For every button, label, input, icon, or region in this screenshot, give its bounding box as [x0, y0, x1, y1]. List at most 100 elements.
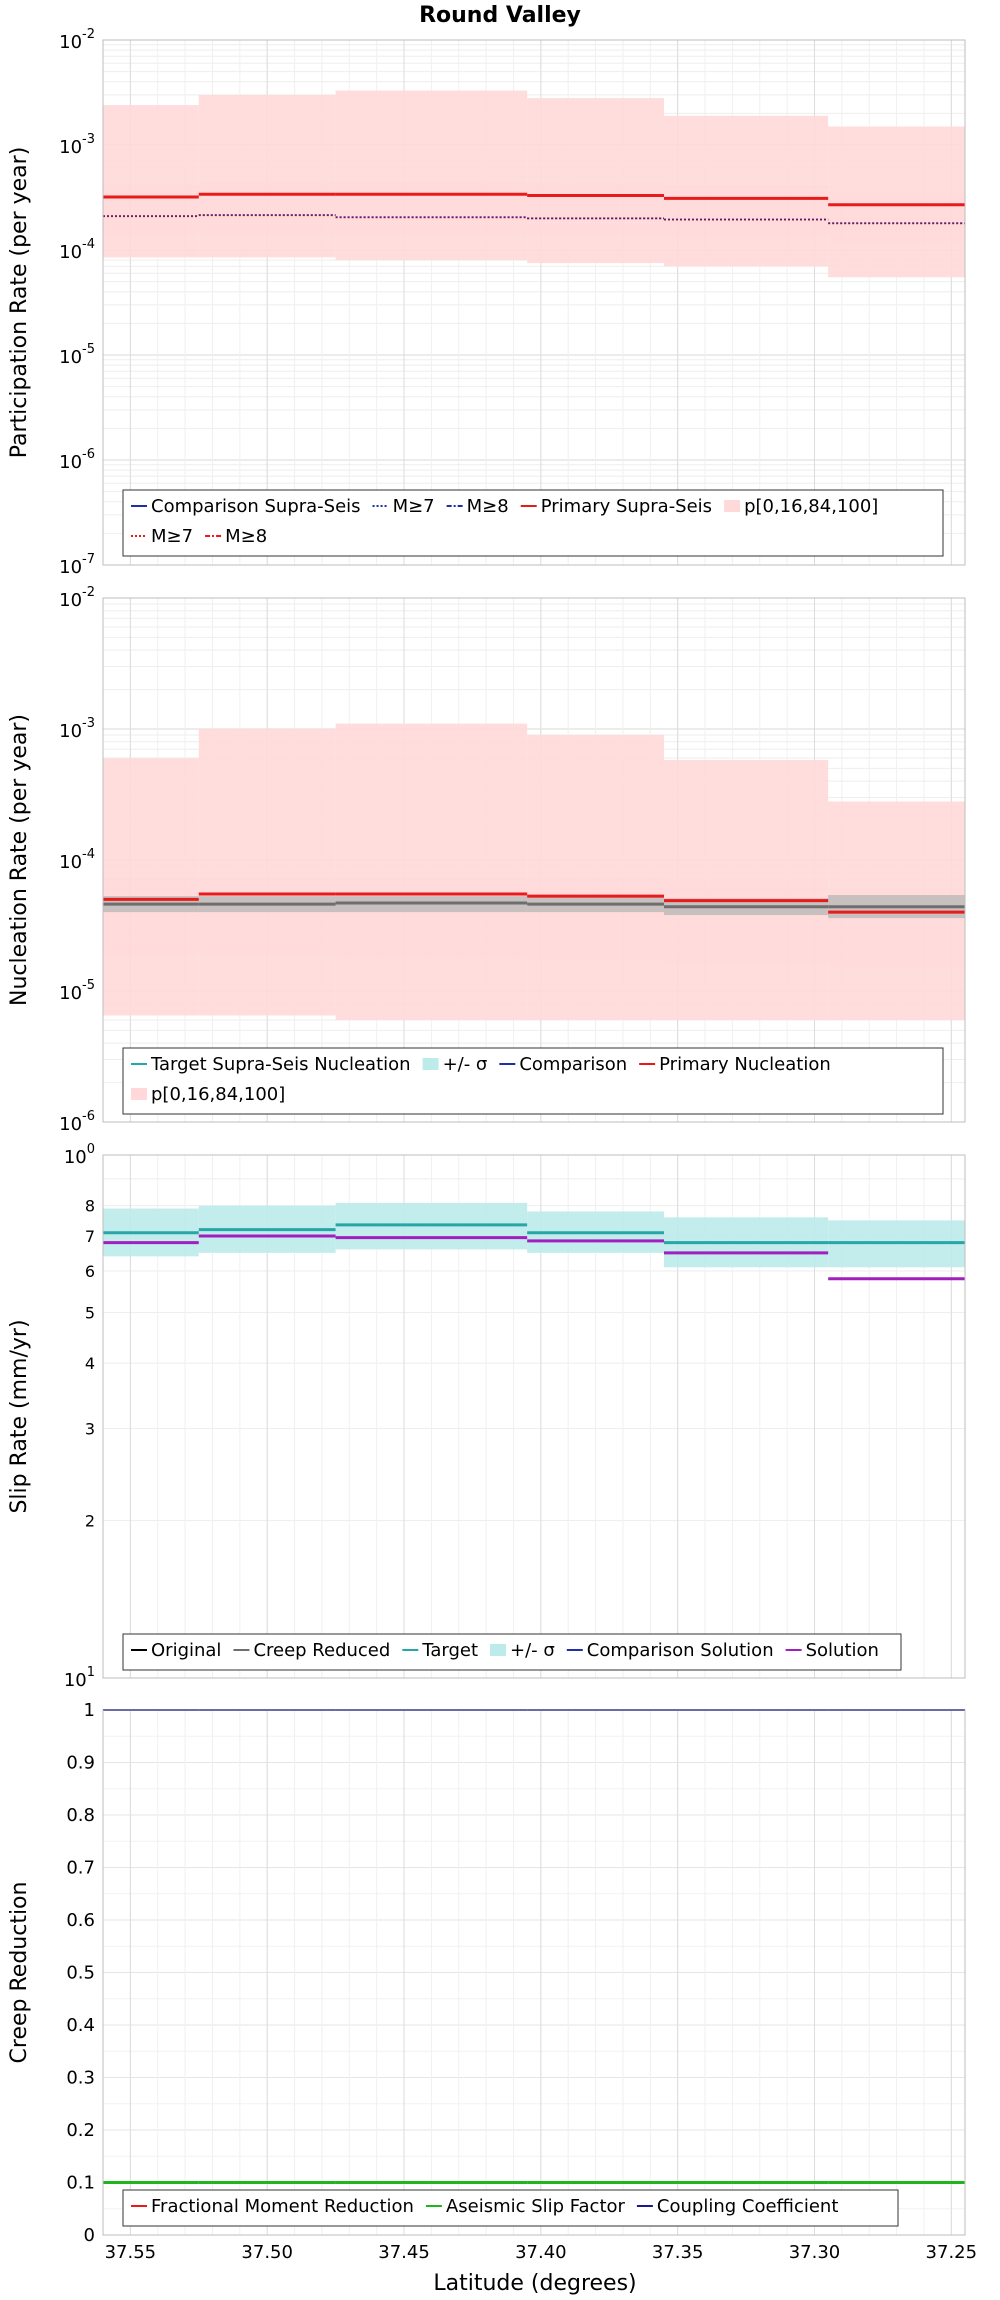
band-segment — [663, 185, 829, 237]
y-axis-label: Slip Rate (mm/yr) — [7, 1319, 32, 1513]
x-tick-label: 37.40 — [515, 2242, 567, 2263]
legend-swatch — [490, 1644, 506, 1656]
legend-label: M≥8 — [225, 526, 267, 547]
legend: Target Supra-Seis Nucleation +/- σ Compari… — [122, 1047, 944, 1115]
y-tick-label: 0.4 — [66, 2015, 95, 2036]
y-tick-label: 0.9 — [66, 1753, 95, 1774]
legend-box — [122, 1047, 944, 1115]
band-segment — [527, 734, 664, 1021]
y-tick-label: 10-3 — [59, 716, 95, 742]
y-tick-label: 0.8 — [66, 1805, 95, 1826]
x-tick-label: 37.30 — [789, 2242, 841, 2263]
panel-sliprate: 101 2 3 4 5 6 7 8 100 Slip Rate (mm/yr) Original Cr… — [7, 1142, 966, 1691]
panel-nucleation: 10-6 10-5 10-4 10-3 10-2 Nucleation Rate (per… — [7, 585, 966, 1135]
y-axis-label: Nucleation Rate (per year) — [7, 714, 32, 1006]
legend-label: Aseismic Slip Factor — [446, 2196, 626, 2217]
band-segment — [103, 184, 199, 235]
band-segment — [198, 181, 336, 235]
y-tick-label: 10-7 — [59, 552, 95, 578]
y-tick-label: 7 — [85, 1227, 95, 1246]
grid — [103, 1709, 965, 2236]
legend-label: M≥7 — [393, 496, 435, 517]
legend-box — [122, 1633, 902, 1671]
series-primary-supra-seis — [103, 192, 965, 207]
band-segment — [335, 723, 528, 1021]
y-tick-label: 100 — [64, 1142, 95, 1168]
y-tick-label: 5 — [85, 1303, 95, 1322]
legend-label: p[0,16,84,100] — [151, 1084, 285, 1105]
y-tick-label: 6 — [85, 1262, 95, 1281]
plot-frame — [102, 39, 966, 566]
y-tick-label: 4 — [85, 1354, 95, 1373]
y-tick-label: 0 — [84, 2225, 95, 2246]
series-target-supra-seis-nucleation — [103, 901, 965, 909]
y-tick-label: 0.5 — [66, 1963, 95, 1984]
legend-label: M≥8 — [467, 496, 509, 517]
legend-label: Primary Supra-Seis — [541, 496, 712, 517]
legend-label: Comparison Supra-Seis — [151, 496, 361, 517]
legend-box — [122, 2189, 899, 2227]
legend-label: Comparison — [519, 1054, 627, 1075]
y-tick-label: 0.1 — [66, 2173, 95, 2194]
legend-box — [122, 489, 944, 557]
legend-label: Target Supra-Seis Nucleation — [150, 1054, 411, 1075]
x-tick-label: 37.45 — [378, 2242, 430, 2263]
legend-label: +/- σ — [443, 1054, 488, 1075]
y-tick-label: 8 — [85, 1197, 95, 1216]
legend-label: Comparison Solution — [587, 1640, 774, 1661]
series-p-0-16-84-100-16-84 — [103, 181, 965, 242]
legend: Comparison Supra-Seis M≥7 M≥8 Primary Supra… — [122, 489, 944, 557]
y-tick-label: 10-4 — [59, 847, 95, 873]
legend-label: p[0,16,84,100] — [744, 496, 878, 517]
legend-label: Fractional Moment Reduction — [151, 2196, 414, 2217]
band-segment — [335, 876, 528, 958]
y-tick-label: 10-5 — [59, 978, 95, 1004]
y-tick-label: 10-3 — [59, 132, 95, 158]
legend-label: +/- σ — [510, 1640, 555, 1661]
legend-swatch — [422, 1058, 439, 1070]
band-segment — [527, 183, 664, 235]
legend-label: Primary Nucleation — [659, 1054, 831, 1075]
band-segment — [663, 880, 829, 965]
plot-frame — [102, 597, 966, 1123]
legend-label: Original — [151, 1640, 221, 1661]
series-p-16-84 — [103, 876, 965, 968]
legend-label: Target — [421, 1640, 478, 1661]
legend-label: Solution — [806, 1640, 879, 1661]
legend-label: Creep Reduced — [253, 1640, 390, 1661]
legend: Fractional Moment Reduction Aseismic Slip… — [122, 2189, 899, 2227]
y-tick-label: 2 — [85, 1512, 95, 1531]
legend: Original Creep Reduced Target +/- σ Comparis… — [122, 1633, 902, 1671]
band-segment — [335, 181, 528, 235]
y-axis-label: Creep Reduction — [7, 1882, 32, 2064]
figure-title: Round Valley — [419, 3, 581, 28]
band-segment — [103, 876, 199, 955]
panel-creep: 0 0.1 0.2 0.3 0.4 0.5 0.6 0.7 0.8 0.9 1 37.55 37.50 3… — [7, 1700, 977, 2263]
y-tick-label: 10-2 — [59, 27, 95, 53]
y-tick-label: 10-5 — [59, 342, 95, 368]
band-segment — [198, 876, 336, 955]
x-tick-label: 37.50 — [241, 2242, 293, 2263]
y-tick-label: 0.3 — [66, 2068, 95, 2089]
x-tick-label: 37.35 — [652, 2242, 704, 2263]
x-tick-label: 37.25 — [926, 2242, 978, 2263]
y-tick-label: 1 — [84, 1700, 95, 1721]
plot-frame — [102, 1709, 966, 2236]
legend-label: Coupling Coefficient — [657, 2196, 838, 2217]
legend-label: M≥7 — [151, 526, 193, 547]
y-tick-label: 0.6 — [66, 1910, 95, 1931]
plot-frame — [102, 1154, 966, 1679]
legend-swatch — [131, 1088, 147, 1100]
x-axis-label: Latitude (degrees) — [433, 2271, 636, 2296]
x-tick-label: 37.55 — [105, 2242, 157, 2263]
band-segment — [527, 98, 664, 264]
y-axis-label: Participation Rate (per year) — [7, 147, 32, 459]
y-tick-label: 0.7 — [66, 1858, 95, 1879]
y-tick-label: 3 — [85, 1419, 95, 1438]
band-segment — [198, 729, 336, 1016]
band-segment — [335, 90, 528, 261]
series-comparison — [103, 214, 965, 224]
y-tick-label: 10-2 — [59, 585, 95, 611]
y-tick-label: 10-6 — [59, 1109, 95, 1135]
